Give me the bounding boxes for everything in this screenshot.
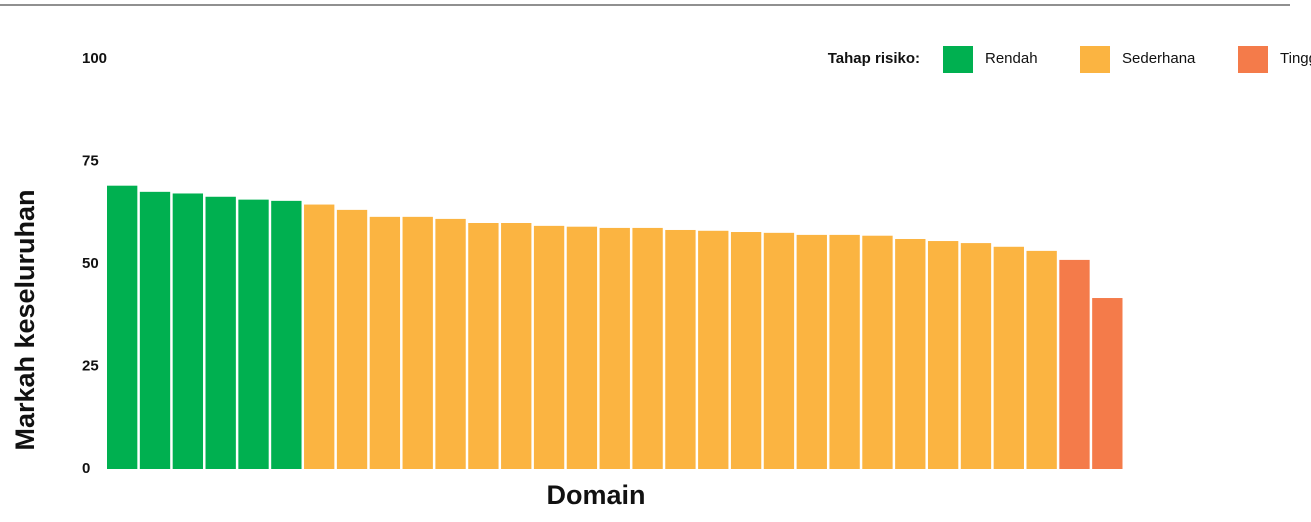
bar bbox=[632, 227, 663, 469]
bar bbox=[172, 193, 204, 470]
bar bbox=[763, 232, 795, 469]
bar bbox=[501, 223, 532, 469]
bar bbox=[829, 234, 860, 469]
bar bbox=[862, 235, 893, 469]
bar bbox=[566, 226, 598, 469]
legend-label: Sederhana bbox=[1122, 50, 1196, 67]
bar bbox=[1026, 250, 1057, 469]
bar bbox=[107, 185, 138, 469]
legend-label: Rendah bbox=[985, 50, 1038, 67]
bar bbox=[304, 204, 335, 470]
bar bbox=[402, 216, 433, 469]
bar bbox=[993, 246, 1024, 469]
x-axis-title: Domain bbox=[546, 480, 645, 510]
legend-swatch bbox=[943, 46, 973, 73]
bar bbox=[468, 223, 499, 469]
y-axis-title: Markah keseluruhan bbox=[10, 189, 40, 450]
bar bbox=[435, 218, 466, 469]
legend-title: Tahap risiko: bbox=[828, 50, 920, 67]
bar bbox=[730, 232, 762, 469]
bar bbox=[1059, 259, 1090, 469]
bar bbox=[205, 196, 236, 469]
legend-swatch bbox=[1238, 46, 1268, 73]
bar bbox=[698, 230, 729, 469]
bar bbox=[238, 199, 269, 469]
y-tick-label: 25 bbox=[82, 357, 99, 374]
y-tick-label: 75 bbox=[82, 152, 99, 169]
bar bbox=[796, 234, 827, 469]
legend-label: Tinggi bbox=[1280, 50, 1311, 67]
bar bbox=[271, 200, 302, 470]
bar bbox=[960, 243, 992, 469]
y-tick-label: 50 bbox=[82, 255, 99, 272]
bar bbox=[139, 191, 171, 469]
bar bbox=[369, 216, 401, 469]
y-tick-label: 100 bbox=[82, 50, 107, 67]
bar bbox=[927, 241, 959, 469]
bar bbox=[336, 209, 368, 469]
bar bbox=[895, 238, 926, 469]
legend-swatch bbox=[1080, 46, 1110, 73]
bar bbox=[533, 225, 565, 469]
bar bbox=[1092, 298, 1123, 469]
y-tick-label: 0 bbox=[82, 460, 90, 477]
bar bbox=[665, 229, 696, 469]
bar bbox=[599, 227, 630, 469]
